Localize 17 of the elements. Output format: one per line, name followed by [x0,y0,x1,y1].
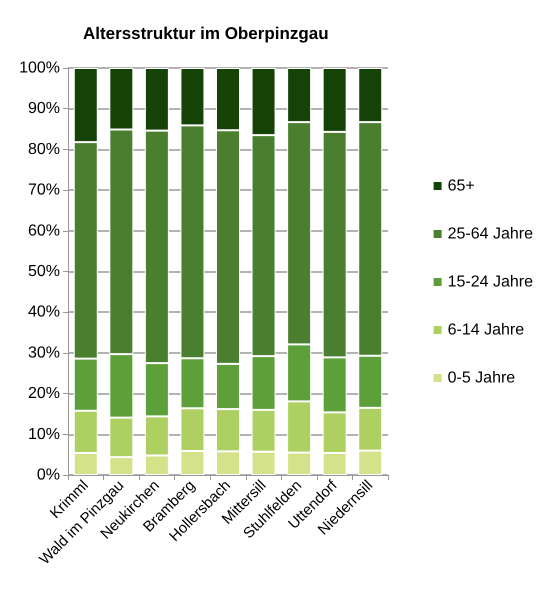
y-tick-label: 100% [19,60,60,76]
y-tick-label: 30% [28,344,60,362]
y-tick-label: 50% [28,263,60,280]
y-tick-label: 80% [28,140,60,158]
legend-label: 0-5 Jahre [448,370,516,386]
y-tick-label: 40% [28,304,60,321]
y-tick-label: 20% [28,385,60,402]
y-tick-label: 70% [28,182,60,199]
y-tick-label: 10% [28,426,60,443]
y-tick-label: 60% [28,222,60,240]
chart-title: Altersstruktur im Oberpinzgau [83,24,329,43]
legend-label: 65+ [448,178,475,194]
y-tick-label: 0% [36,466,60,484]
y-tick-label: 90% [28,100,60,118]
legend-label: 15-24 Jahre [448,274,534,290]
legend-label: 6-14 Jahre [448,322,524,338]
legend-label: 25-64 Jahre [448,226,534,242]
